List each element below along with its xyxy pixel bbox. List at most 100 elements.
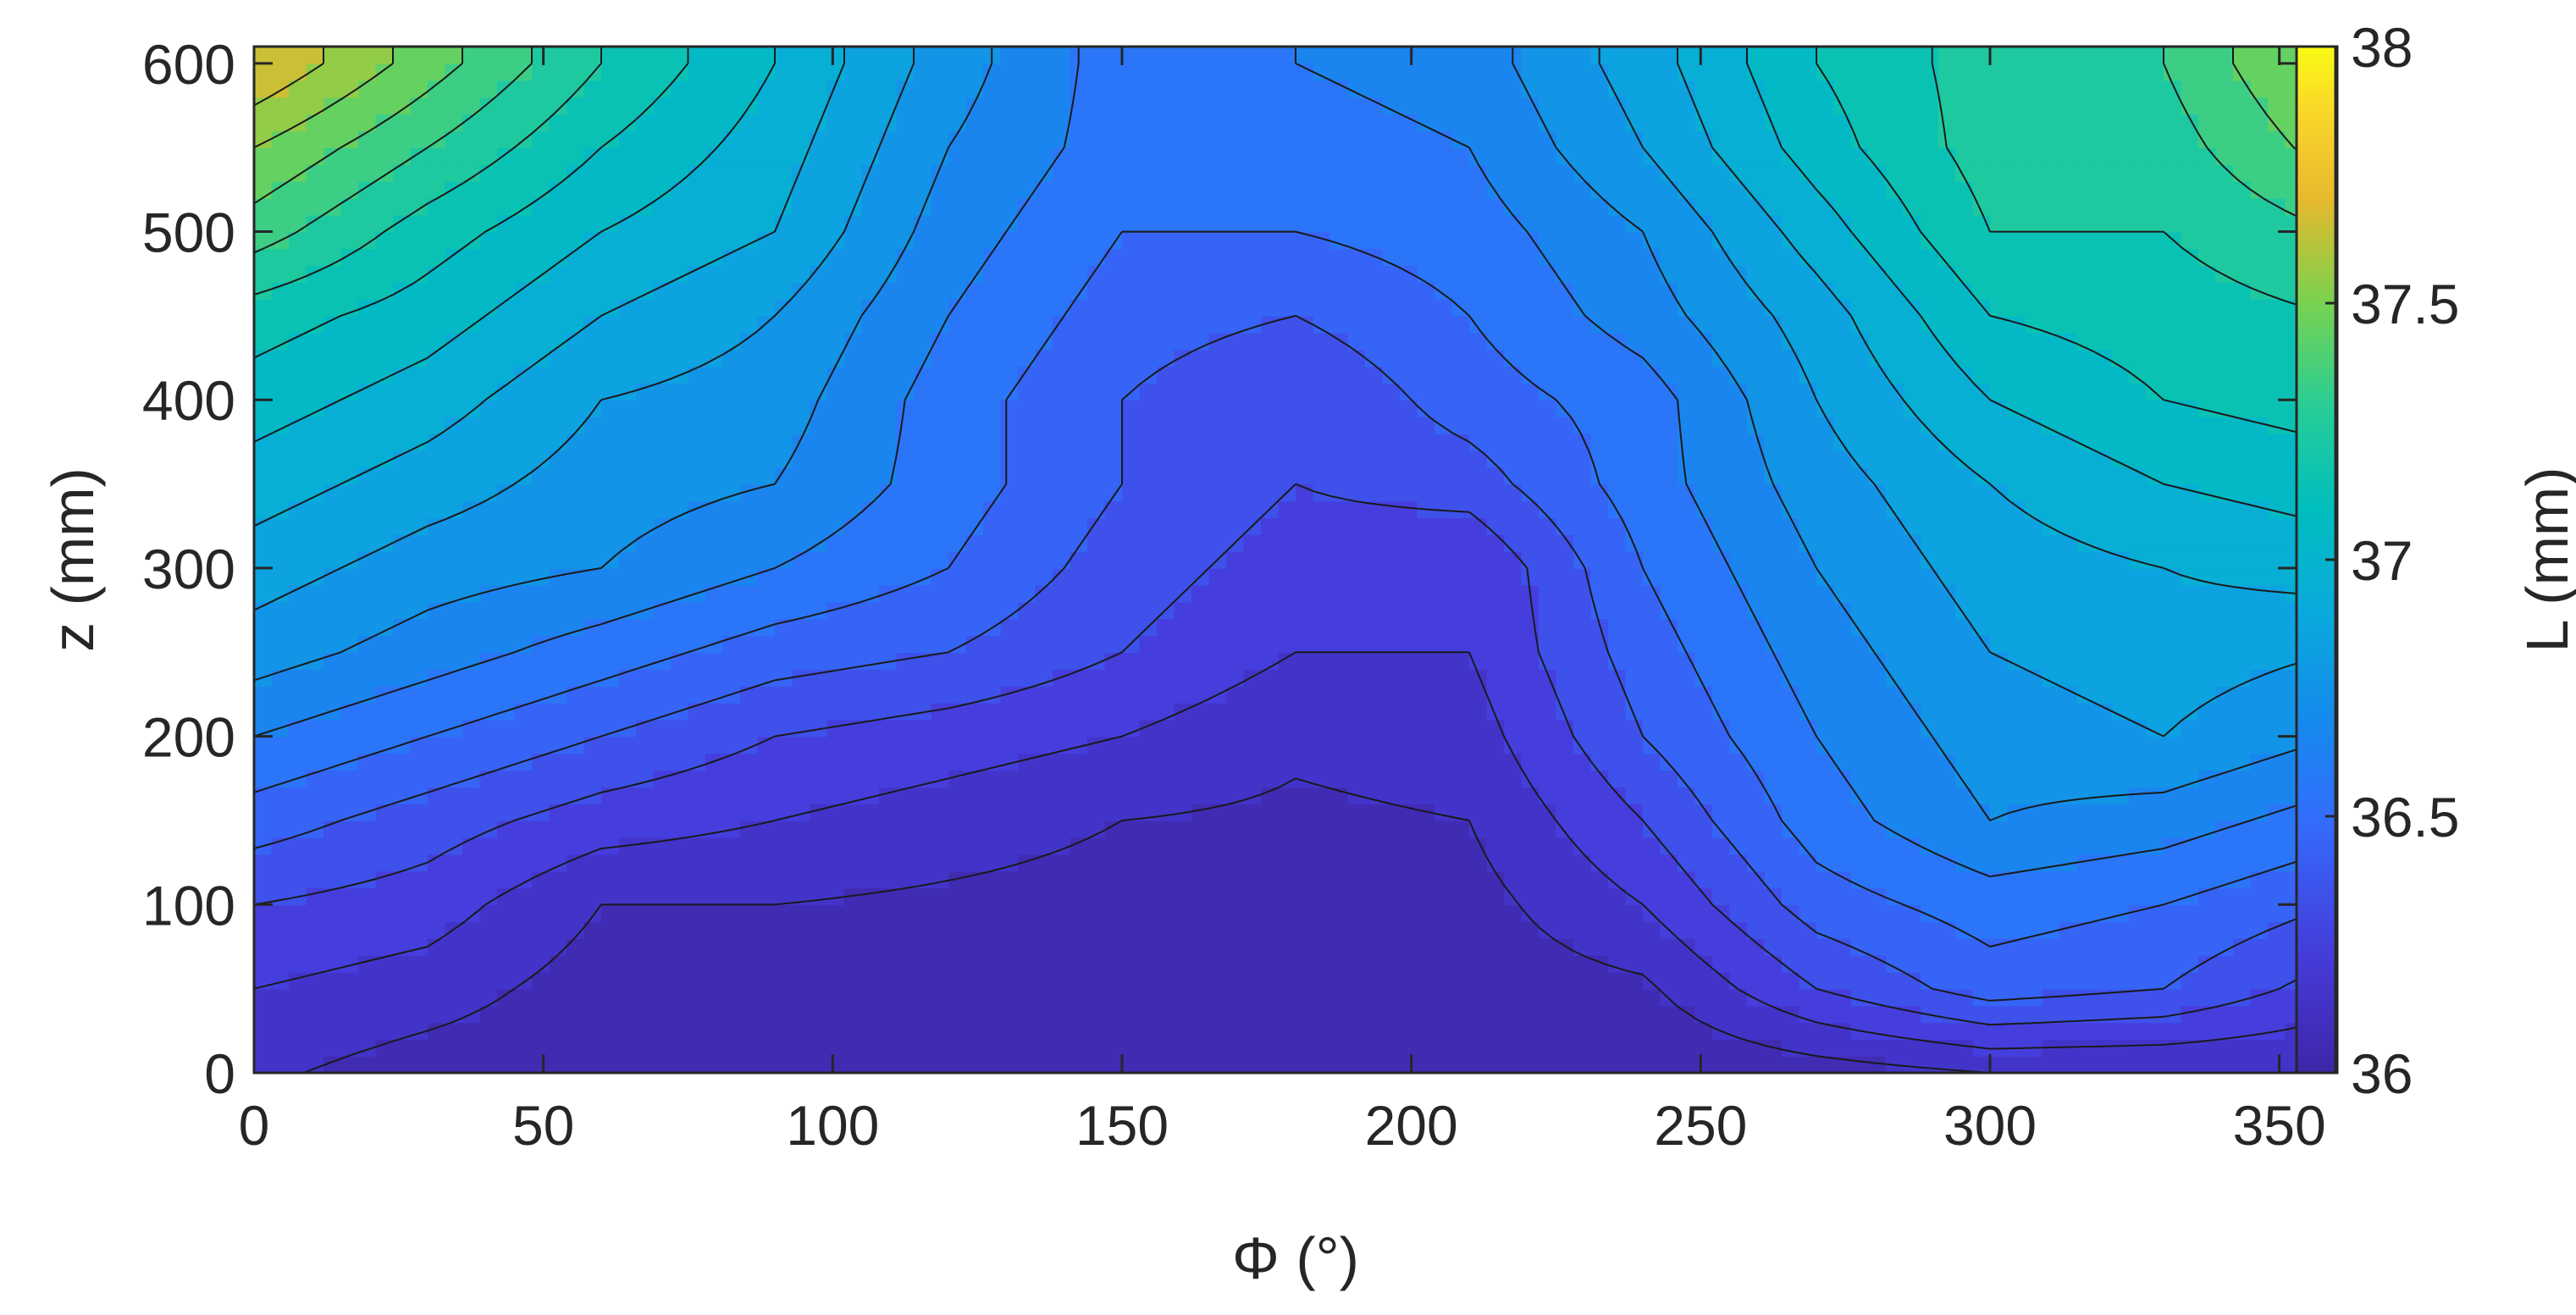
- heatmap-cell: [2042, 787, 2060, 804]
- heatmap-cell: [1400, 1005, 1418, 1024]
- heatmap-cell: [1539, 719, 1557, 738]
- heatmap-cell: [1833, 938, 1852, 956]
- heatmap-cell: [1104, 500, 1123, 519]
- heatmap-cell: [289, 736, 307, 754]
- heatmap-cell: [1955, 1039, 1974, 1057]
- heatmap-cell: [983, 652, 1002, 670]
- heatmap-cell: [1469, 736, 1488, 754]
- heatmap-cell: [1139, 837, 1158, 855]
- heatmap-cell: [271, 887, 290, 906]
- heatmap-cell: [2250, 383, 2269, 401]
- heatmap-cell: [792, 988, 810, 1007]
- heatmap-cell: [2181, 433, 2199, 451]
- heatmap-cell: [1747, 601, 1766, 620]
- heatmap-cell: [1816, 483, 1835, 502]
- heatmap-cell: [323, 736, 342, 754]
- heatmap-cell: [1191, 635, 1210, 654]
- heatmap-cell: [2094, 686, 2113, 704]
- heatmap-cell: [1174, 383, 1192, 401]
- heatmap-cell: [948, 1005, 967, 1024]
- heatmap-cell: [445, 584, 463, 603]
- heatmap-cell: [254, 567, 273, 586]
- heatmap-cell: [757, 753, 776, 771]
- heatmap-cell: [810, 887, 828, 906]
- heatmap-cell: [1833, 787, 1852, 804]
- heatmap-cell: [1729, 601, 1748, 620]
- heatmap-cell: [1000, 517, 1019, 535]
- heatmap-cell: [1226, 1056, 1245, 1073]
- heatmap-cell: [861, 450, 880, 468]
- heatmap-cell: [1296, 366, 1314, 384]
- heatmap-cell: [896, 635, 915, 654]
- heatmap-cell: [393, 467, 412, 485]
- heatmap-cell: [1261, 517, 1280, 535]
- heatmap-cell: [653, 400, 672, 417]
- heatmap-cell: [445, 551, 463, 569]
- heatmap-cell: [1660, 567, 1678, 586]
- heatmap-cell: [1886, 1039, 1904, 1057]
- heatmap-cell: [1486, 417, 1505, 434]
- heatmap-cell: [445, 988, 463, 1007]
- heatmap-cell: [1191, 1005, 1210, 1024]
- heatmap-cell: [2059, 702, 2078, 721]
- heatmap-cell: [340, 383, 359, 401]
- heatmap-cell: [1261, 938, 1280, 956]
- heatmap-cell: [1243, 1039, 1262, 1057]
- heatmap-cell: [1296, 870, 1314, 889]
- heatmap-cell: [2094, 770, 2113, 788]
- heatmap-cell: [1903, 635, 1921, 654]
- heatmap-cell: [2007, 483, 2026, 502]
- heatmap-cell: [1053, 450, 1071, 468]
- heatmap-cell: [618, 433, 637, 451]
- heatmap-cell: [462, 483, 481, 502]
- heatmap-cell: [1729, 736, 1748, 754]
- heatmap-cell: [2250, 567, 2269, 586]
- heatmap-cell: [1694, 635, 1713, 654]
- heatmap-cell: [1921, 870, 1939, 889]
- heatmap-cell: [289, 433, 307, 451]
- heatmap-cell: [1382, 517, 1401, 535]
- heatmap-cell: [358, 635, 377, 654]
- heatmap-cell: [1833, 450, 1852, 468]
- heatmap-cell: [826, 1022, 845, 1041]
- heatmap-cell: [2233, 686, 2252, 704]
- heatmap-cell: [1278, 383, 1296, 401]
- heatmap-cell: [1469, 686, 1488, 704]
- heatmap-cell: [1278, 1039, 1296, 1057]
- heatmap-cell: [1347, 635, 1366, 654]
- heatmap-cell: [2268, 551, 2286, 569]
- heatmap-cell: [1764, 938, 1783, 956]
- heatmap-cell: [705, 988, 724, 1007]
- heatmap-cell: [1643, 686, 1661, 704]
- heatmap-cell: [1712, 601, 1731, 620]
- heatmap-cell: [775, 400, 793, 417]
- heatmap-cell: [1400, 534, 1418, 552]
- heatmap-cell: [1122, 988, 1141, 1007]
- heatmap-cell: [358, 787, 377, 804]
- heatmap-cell: [792, 719, 810, 738]
- heatmap-cell: [1087, 770, 1106, 788]
- heatmap-cell: [2076, 618, 2095, 637]
- heatmap-cell: [1694, 702, 1713, 721]
- heatmap-cell: [1833, 383, 1852, 401]
- heatmap-cell: [931, 971, 949, 990]
- heatmap-cell: [1469, 988, 1488, 1007]
- heatmap-cell: [1608, 652, 1627, 670]
- heatmap-cell: [1938, 686, 1956, 704]
- heatmap-cell: [1070, 719, 1088, 738]
- heatmap-cell: [1678, 770, 1696, 788]
- heatmap-cell: [1000, 417, 1019, 434]
- heatmap-cell: [757, 433, 776, 451]
- heatmap-cell: [983, 366, 1002, 384]
- heatmap-cell: [2181, 904, 2199, 922]
- heatmap-cell: [1261, 433, 1280, 451]
- heatmap-cell: [2250, 635, 2269, 654]
- heatmap-cell: [688, 770, 706, 788]
- heatmap-cell: [861, 719, 880, 738]
- heatmap-cell: [1018, 450, 1036, 468]
- heatmap-cell: [601, 887, 620, 906]
- heatmap-cell: [879, 669, 898, 687]
- heatmap-cell: [1816, 500, 1835, 519]
- heatmap-cell: [1851, 1039, 1870, 1057]
- heatmap-cell: [306, 988, 324, 1007]
